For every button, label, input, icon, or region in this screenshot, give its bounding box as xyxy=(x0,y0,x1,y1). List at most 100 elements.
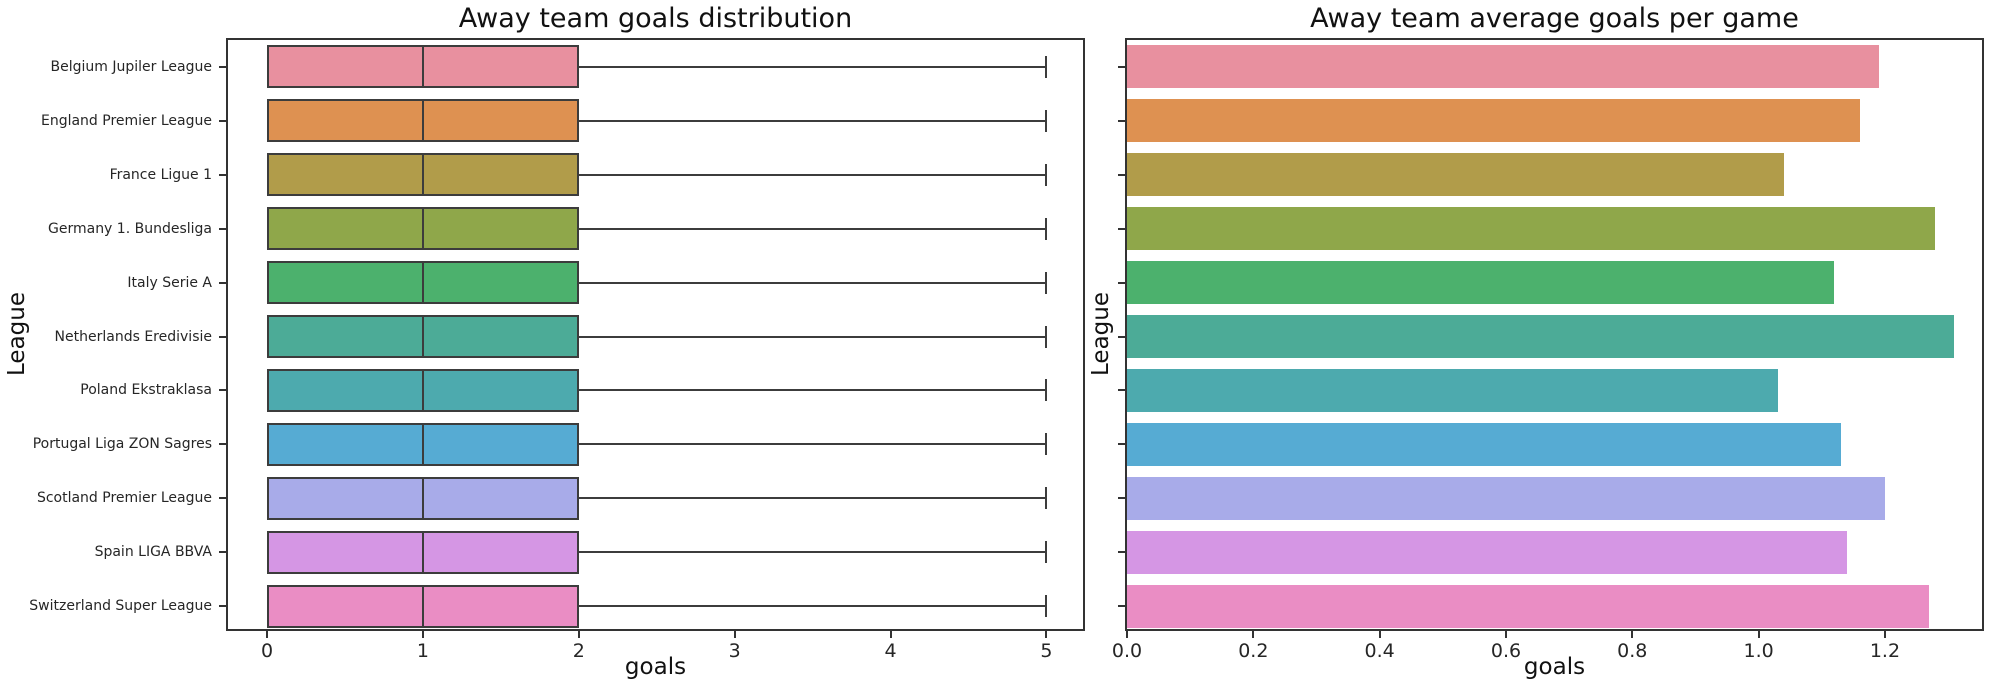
bar xyxy=(1127,315,1955,358)
boxplot-whisker-cap xyxy=(1045,487,1048,510)
boxplot-whisker xyxy=(578,335,1047,338)
y-tick-mark xyxy=(1118,227,1125,230)
y-tick-mark xyxy=(1118,119,1125,122)
y-tick-mark xyxy=(219,173,226,176)
y-tick-label: France Ligue 1 xyxy=(109,166,212,183)
boxplot-whisker xyxy=(578,281,1047,284)
y-tick-mark xyxy=(219,281,226,284)
boxplot-median-line xyxy=(421,586,424,626)
y-tick-mark xyxy=(219,119,226,122)
x-tick-mark xyxy=(1252,631,1255,638)
x-tick-mark xyxy=(577,631,580,638)
bar xyxy=(1127,368,1778,412)
x-tick-label: 0 xyxy=(260,640,274,662)
y-tick-mark xyxy=(1118,281,1125,284)
boxplot-title: Away team goals distribution xyxy=(458,3,853,34)
x-tick-label: 1.2 xyxy=(1869,640,1901,662)
y-tick-mark xyxy=(219,335,226,338)
boxplot-whisker-cap xyxy=(1045,217,1048,240)
boxplot-whisker-cap xyxy=(1045,109,1048,132)
y-tick-label: England Premier League xyxy=(40,112,212,129)
y-tick-mark xyxy=(219,605,226,608)
x-tick-label: 4 xyxy=(884,640,897,662)
boxplot-median-line xyxy=(421,209,424,249)
x-tick-mark xyxy=(889,631,892,638)
boxplot-whisker xyxy=(578,119,1047,122)
x-tick-label: 3 xyxy=(728,640,741,662)
y-tick-mark xyxy=(219,443,226,446)
y-tick-mark xyxy=(219,65,226,68)
bar xyxy=(1127,45,1879,89)
boxplot-whisker-cap xyxy=(1045,325,1048,348)
x-tick-label: 2 xyxy=(572,640,585,662)
boxplot-whisker xyxy=(578,443,1047,446)
boxplot-whisker-cap xyxy=(1045,55,1048,78)
boxplot-median-line xyxy=(421,155,424,195)
boxplot-x-axis-label: goals xyxy=(624,654,687,680)
y-tick-mark xyxy=(1118,65,1125,68)
boxplot-median-line xyxy=(421,263,424,303)
x-tick-mark xyxy=(733,631,736,638)
x-tick-label: 1 xyxy=(416,640,429,662)
boxplot-median-line xyxy=(421,478,424,518)
y-tick-mark xyxy=(219,389,226,392)
boxplot-median-line xyxy=(421,317,424,356)
boxplot-median-line xyxy=(421,47,424,87)
x-tick-mark xyxy=(1045,631,1048,638)
boxplot-median-line xyxy=(421,532,424,572)
boxplot-median-line xyxy=(421,370,424,410)
bar xyxy=(1127,476,1885,520)
boxplot-whisker-cap xyxy=(1045,271,1048,294)
boxplot-axes: 0 1 2 3 4 5 Belgium Jupiler League England Prem… xyxy=(29,38,1085,662)
bar xyxy=(1127,153,1784,197)
x-tick-label: 5 xyxy=(1040,640,1053,662)
x-tick-mark xyxy=(1883,631,1886,638)
x-tick-mark xyxy=(1126,631,1128,638)
y-tick-label: Portugal Liga ZON Sagres xyxy=(32,436,212,453)
boxplot-whisker-cap xyxy=(1045,163,1048,186)
boxplot-whisker xyxy=(578,173,1047,176)
y-tick-label: Belgium Jupiler League xyxy=(50,58,212,75)
boxplot-whisker-cap xyxy=(1045,379,1048,402)
y-tick-mark xyxy=(1118,497,1125,500)
x-tick-label: 1.0 xyxy=(1743,640,1774,662)
bar xyxy=(1127,422,1841,466)
barchart-title: Away team average goals per game xyxy=(1310,3,1799,34)
x-tick-mark xyxy=(1504,631,1507,638)
x-tick-mark xyxy=(421,631,424,638)
boxplot-whisker xyxy=(578,497,1047,500)
y-tick-label: Scotland Premier League xyxy=(36,490,212,507)
barchart-axes: 0.0 0.2 0.4 0.6 0.8 1.0 1.2 xyxy=(1112,38,1984,662)
y-tick-label: Netherlands Eredivisie xyxy=(54,328,212,345)
barchart-x-axis-label: goals xyxy=(1523,654,1586,680)
boxplot-whisker-cap xyxy=(1045,433,1048,456)
x-tick-label: 0.4 xyxy=(1364,640,1395,662)
x-tick-label: 0.0 xyxy=(1111,640,1143,662)
boxplot-median-line xyxy=(421,101,424,141)
bar xyxy=(1127,99,1860,143)
y-tick-mark xyxy=(1118,551,1125,554)
y-tick-mark xyxy=(219,227,226,230)
boxplot-median-line xyxy=(421,424,424,464)
y-tick-mark xyxy=(1118,335,1125,338)
y-tick-mark xyxy=(1118,443,1125,446)
x-tick-mark xyxy=(1631,631,1634,638)
bar xyxy=(1127,261,1835,305)
y-tick-label: Spain LIGA BBVA xyxy=(94,544,212,561)
bar xyxy=(1127,584,1930,628)
y-tick-mark xyxy=(1118,389,1125,392)
y-tick-label: Germany 1. Bundesliga xyxy=(48,220,212,237)
y-tick-label: Switzerland Super League xyxy=(29,598,212,615)
boxplot-whisker xyxy=(578,389,1047,392)
x-tick-label: 0.6 xyxy=(1490,640,1522,662)
boxplot-whisker xyxy=(578,551,1047,554)
y-tick-mark xyxy=(219,497,226,500)
boxplot-whisker xyxy=(578,227,1047,230)
boxplot-whisker xyxy=(578,605,1047,608)
bar xyxy=(1127,207,1936,251)
boxplot-whisker xyxy=(578,65,1047,68)
boxplot-whisker-cap xyxy=(1045,595,1048,618)
y-tick-label: Poland Ekstraklasa xyxy=(80,382,212,399)
y-tick-mark xyxy=(1118,173,1125,176)
